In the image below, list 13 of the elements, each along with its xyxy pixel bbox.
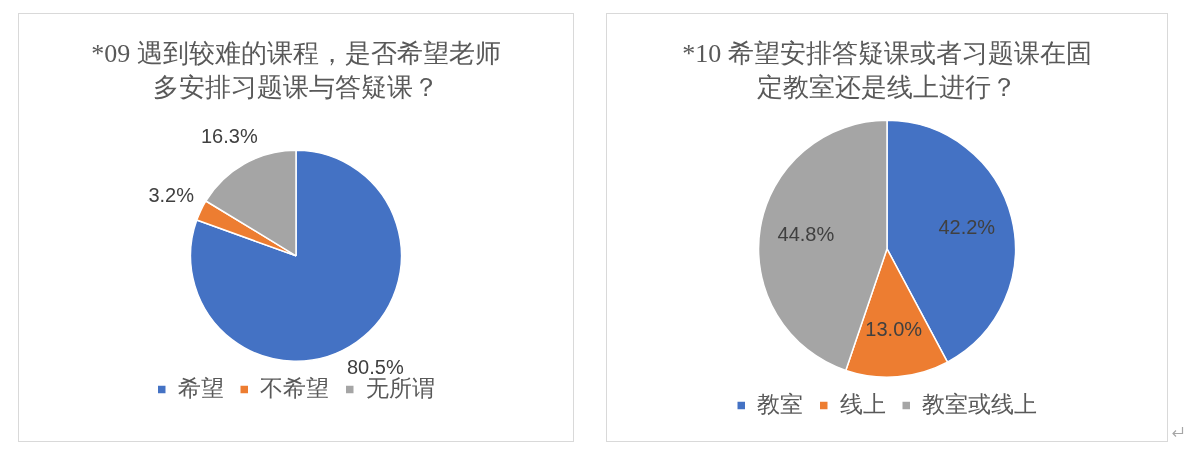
chart-title: *09 遇到较难的课程，是否希望老师多安排习题课与答疑课？ [91,38,501,102]
legend-label: 不希望 [260,374,330,401]
legend-label: 线上 [839,390,886,417]
data-label: 13.0% [865,318,923,341]
data-label: 16.3% [200,124,258,147]
data-label: 42.2% [938,216,996,239]
legend-label: 教室 [757,390,804,417]
legend-label: 教室或线上 [922,390,1038,417]
legend-label: 希望 [177,374,224,401]
chart-title: *10 希望安排答疑课或者习题课在固定教室还是线上进行？ [682,38,1092,102]
legend-label: 无所谓 [365,374,435,401]
data-label: 3.2% [148,183,195,206]
data-label: 44.8% [777,222,835,245]
